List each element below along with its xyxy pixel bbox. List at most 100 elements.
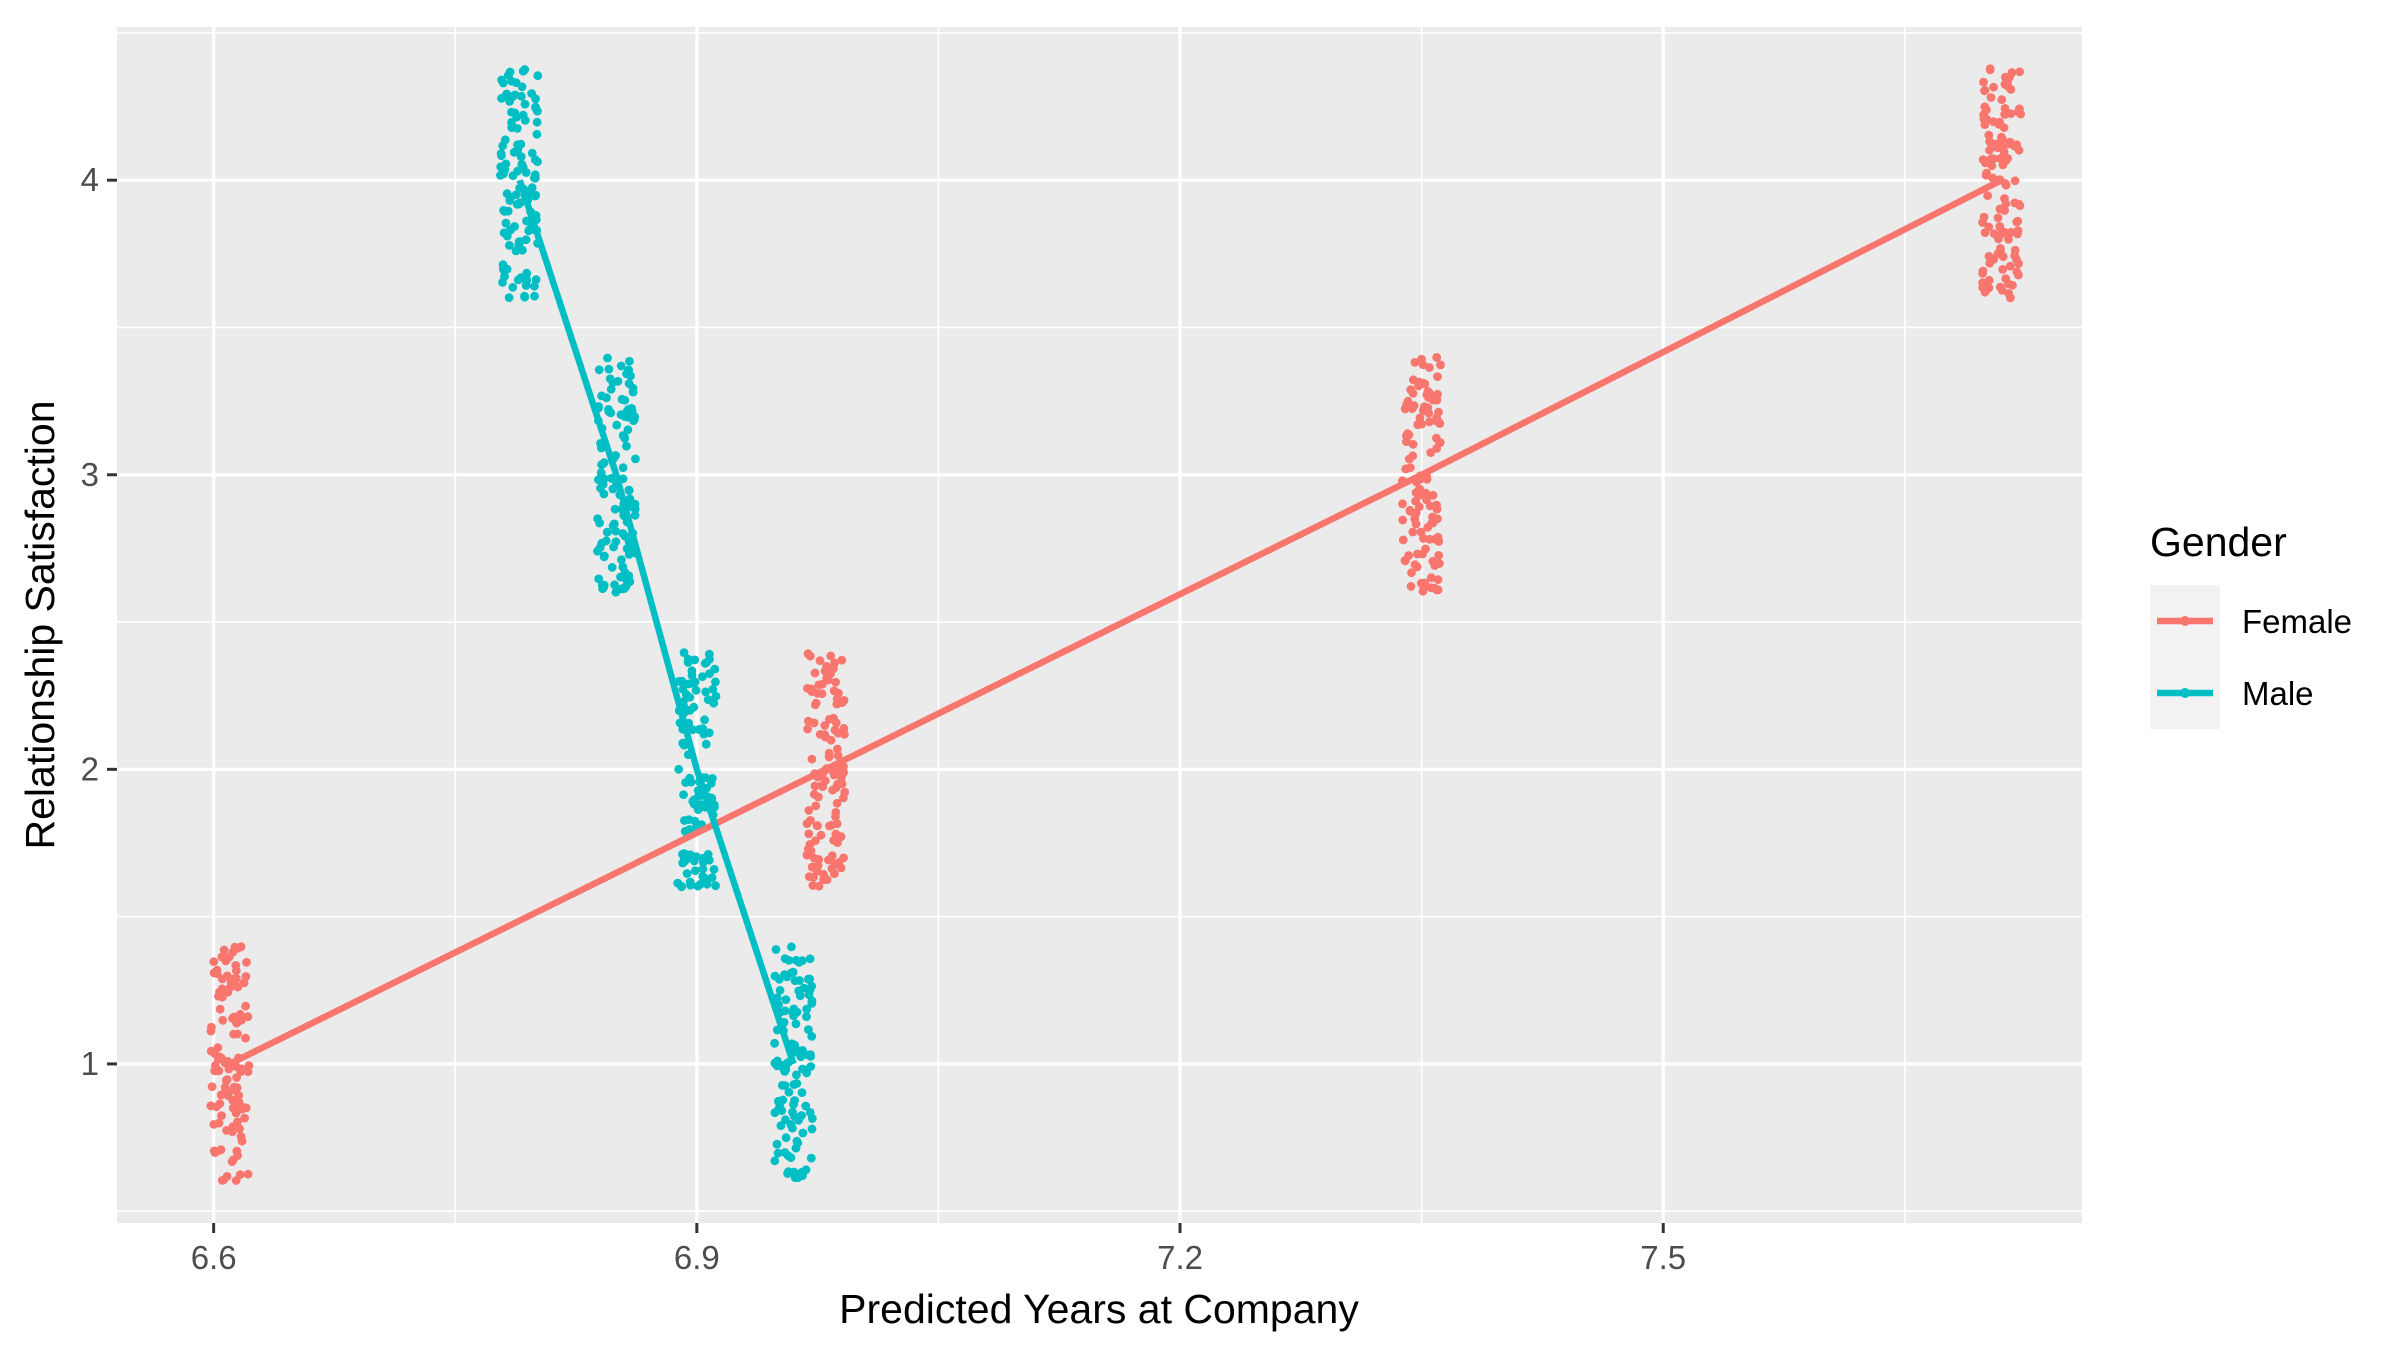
data-point-male bbox=[711, 677, 720, 687]
data-point-male bbox=[770, 971, 780, 981]
data-point-female bbox=[807, 687, 817, 697]
y-tick-label: 4 bbox=[81, 161, 99, 198]
data-point-female bbox=[2014, 259, 2023, 268]
data-point-female bbox=[1432, 585, 1442, 595]
data-point-female bbox=[1979, 77, 1988, 87]
data-point-male bbox=[620, 395, 630, 405]
data-point-female bbox=[224, 1064, 234, 1074]
data-point-male bbox=[501, 218, 511, 228]
data-point-male bbox=[807, 1032, 817, 1041]
data-point-male bbox=[527, 89, 536, 98]
data-point-female bbox=[1413, 549, 1422, 559]
data-point-male bbox=[804, 1025, 813, 1034]
data-point-male bbox=[530, 170, 540, 180]
data-point-male bbox=[516, 152, 526, 162]
data-point-female bbox=[809, 718, 819, 728]
data-point-female bbox=[1433, 575, 1443, 585]
data-point-female bbox=[1398, 499, 1407, 509]
series-lines bbox=[228, 177, 2003, 1067]
data-point-female bbox=[830, 725, 840, 735]
data-point-female bbox=[2004, 289, 2014, 298]
data-point-female bbox=[2015, 67, 2025, 77]
data-point-female bbox=[810, 700, 820, 710]
data-point-female bbox=[2014, 145, 2024, 155]
data-point-female bbox=[235, 1124, 244, 1134]
data-point-male bbox=[698, 724, 708, 733]
data-point-female bbox=[1995, 282, 2005, 292]
data-point-male bbox=[770, 1156, 780, 1166]
data-point-female bbox=[1424, 408, 1434, 418]
data-point-male bbox=[706, 778, 716, 788]
data-point-female bbox=[222, 1075, 232, 1084]
data-point-female bbox=[1993, 249, 2003, 259]
data-point-male bbox=[612, 420, 622, 430]
data-point-male bbox=[595, 543, 605, 553]
data-point-female bbox=[2005, 137, 2015, 147]
data-point-male bbox=[530, 191, 540, 201]
data-point-male bbox=[703, 849, 713, 859]
data-point-female bbox=[1998, 134, 2007, 144]
data-point-male bbox=[625, 356, 634, 366]
data-point-male bbox=[505, 97, 514, 106]
data-point-male bbox=[698, 864, 708, 874]
data-point-male bbox=[798, 1128, 808, 1138]
data-point-female bbox=[1986, 93, 1996, 102]
data-point-male bbox=[702, 879, 712, 889]
data-point-female bbox=[832, 798, 842, 808]
data-point-female bbox=[2010, 176, 2020, 186]
data-point-male bbox=[773, 1148, 783, 1158]
y-tick-labels: 1 2 3 4 bbox=[81, 161, 99, 1082]
data-point-female bbox=[243, 1012, 253, 1022]
data-point-female bbox=[2000, 104, 2010, 113]
data-point-male bbox=[789, 1080, 799, 1089]
data-point-male bbox=[780, 1006, 790, 1016]
data-point-male bbox=[602, 527, 612, 537]
data-point-female bbox=[812, 821, 822, 830]
data-point-male bbox=[784, 1087, 794, 1097]
data-point-male bbox=[510, 222, 519, 231]
data-point-female bbox=[833, 744, 842, 754]
data-point-female bbox=[820, 721, 830, 730]
data-point-female bbox=[1995, 117, 2004, 127]
data-point-male bbox=[711, 881, 720, 891]
data-point-female bbox=[1416, 578, 1426, 588]
data-point-male bbox=[531, 104, 541, 113]
series-line-male bbox=[516, 179, 797, 1065]
data-point-male bbox=[790, 1112, 799, 1121]
data-point-male bbox=[680, 826, 690, 836]
data-point-female bbox=[1434, 537, 1444, 546]
data-point-male bbox=[682, 869, 692, 878]
data-point-female bbox=[1434, 551, 1444, 560]
data-point-female bbox=[1410, 358, 1420, 367]
data-point-male bbox=[520, 65, 530, 74]
data-point-female bbox=[2005, 261, 2015, 271]
data-point-male bbox=[709, 698, 719, 708]
data-point-male bbox=[789, 1004, 799, 1014]
axis-ticks bbox=[107, 178, 1665, 1233]
data-point-female bbox=[1984, 251, 1994, 261]
data-point-male bbox=[512, 112, 521, 122]
data-point-female bbox=[2004, 235, 2013, 244]
data-point-female bbox=[222, 1088, 231, 1097]
data-point-female bbox=[1425, 501, 1435, 511]
data-point-female bbox=[837, 779, 847, 789]
data-point-female bbox=[804, 872, 814, 881]
data-point-male bbox=[701, 687, 711, 697]
data-point-male bbox=[690, 655, 700, 665]
data-point-male bbox=[791, 1019, 801, 1029]
data-point-female bbox=[1436, 360, 1445, 370]
data-point-male bbox=[515, 237, 525, 247]
data-point-male bbox=[777, 1081, 787, 1090]
data-point-female bbox=[1405, 506, 1415, 516]
grid-major bbox=[117, 27, 2082, 1223]
data-point-female bbox=[1408, 389, 1418, 398]
data-point-male bbox=[790, 1173, 800, 1183]
data-point-female bbox=[216, 1145, 226, 1154]
data-point-female bbox=[207, 1082, 217, 1092]
data-point-male bbox=[606, 408, 616, 418]
data-point-male bbox=[594, 365, 604, 375]
y-axis-label: Relationship Satisfaction bbox=[17, 401, 63, 850]
data-point-female bbox=[816, 830, 826, 840]
data-point-male bbox=[698, 872, 708, 881]
